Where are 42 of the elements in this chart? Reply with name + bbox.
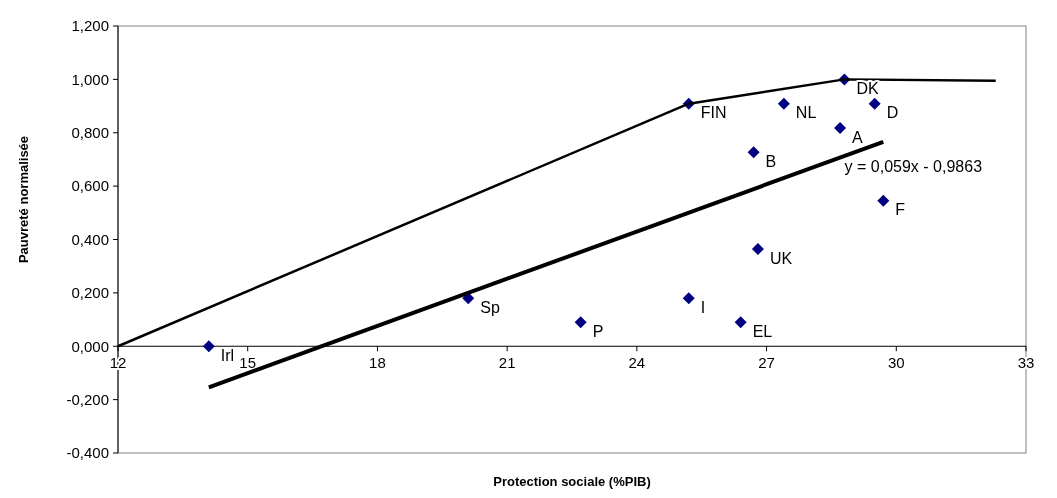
annotation: Irl [220,346,235,364]
annotation: NL [795,104,817,122]
point [682,292,695,305]
point [777,97,790,110]
point [734,316,747,329]
y-tick-label: 0,600 [71,177,109,195]
x-tick-label: 15 [239,354,257,372]
annotation: A [852,128,864,146]
x-axis-title: Protection sociale (%PIB) [493,474,651,489]
point [747,146,760,159]
x-tick-label: 27 [758,354,775,372]
x-tick-label: 21 [498,354,516,372]
x-tick-label: 33 [1017,354,1035,372]
point [751,243,764,256]
annotation: I [700,298,706,316]
annotation: UK [769,249,793,267]
x-tick-label: 30 [887,354,905,372]
y-tick-label: 0,800 [71,124,109,141]
x-tick-label: 24 [628,354,646,372]
point [202,340,215,353]
y-tick-label: 1,200 [71,17,109,35]
annotation: B [765,152,777,170]
y-tick-label: -0,200 [66,390,109,408]
y-tick-label: 0,000 [71,337,109,355]
y-tick-label: 1,000 [71,70,109,88]
y-tick-label: 0,400 [71,230,109,248]
annotation: F [895,201,906,219]
point [877,194,890,207]
y-tick-label: -0,400 [66,444,109,462]
annotation: D [886,104,899,122]
x-tick-label: 18 [369,354,386,372]
annotation: Sp [480,298,500,316]
annotation: y = 0,059x - 0,9863 [844,157,983,175]
annotation: DK [856,79,879,97]
annotation: P [592,322,604,340]
annotation: FIN [700,104,727,122]
y-tick-label: 0,200 [71,284,109,302]
annotation: EL [752,322,773,340]
point [868,97,881,110]
point [834,121,847,134]
y-axis-title: Pauvreté normalisée [16,135,31,264]
point [574,316,587,329]
